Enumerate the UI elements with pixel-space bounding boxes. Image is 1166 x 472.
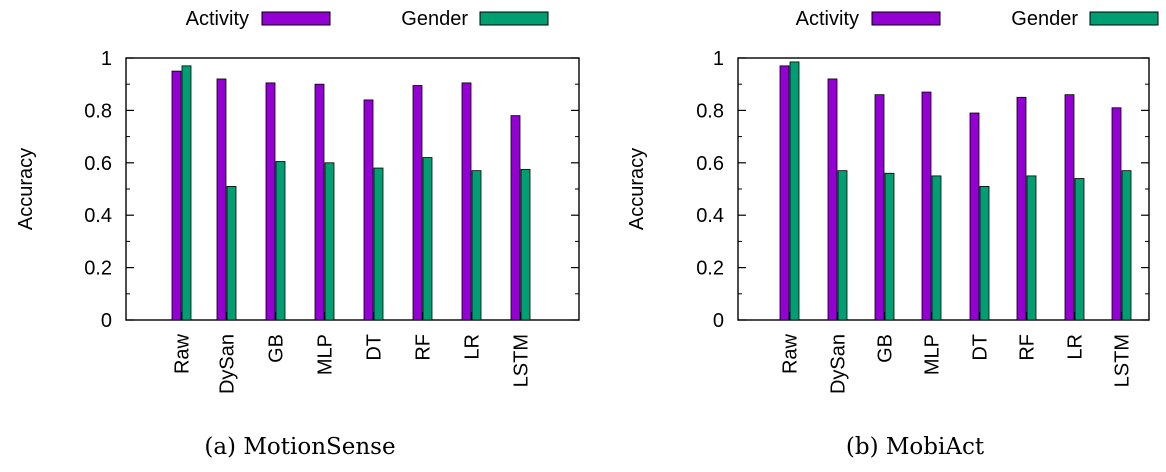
bar-activity-mlp — [314, 83, 325, 321]
bar-gender-raw — [789, 61, 800, 321]
x-category-label: DySan — [828, 334, 850, 394]
legend-swatch-gender — [1089, 11, 1159, 26]
plot-frame — [737, 57, 1150, 321]
y-tick-label: 0 — [101, 310, 112, 332]
legend-label-gender: Gender — [401, 8, 468, 30]
bar-gender-dt — [979, 185, 990, 321]
bar-gender-lr — [471, 170, 482, 321]
bar-gender-dysan — [226, 185, 237, 321]
x-category-label: LR — [1065, 334, 1087, 360]
bar-activity-lstm — [510, 115, 521, 321]
bar-gender-rf — [1026, 175, 1037, 321]
bar-gender-mlp — [931, 175, 942, 321]
bar-gender-gb — [884, 172, 895, 321]
y-tick-label: 0.8 — [696, 100, 724, 122]
bar-activity-raw — [779, 65, 790, 321]
bar-gender-lstm — [520, 168, 531, 321]
y-tick-label: 0.4 — [696, 205, 724, 227]
bar-gender-raw — [181, 65, 192, 321]
legend-swatch-activity — [261, 11, 331, 26]
bar-gender-dysan — [837, 170, 848, 321]
bar-activity-gb — [265, 82, 276, 321]
x-category-label: DT — [364, 334, 386, 361]
y-tick-label: 0.6 — [84, 153, 112, 175]
bar-activity-dysan — [216, 78, 227, 321]
y-tick-label: 0.4 — [84, 205, 112, 227]
bar-gender-mlp — [324, 162, 335, 321]
bar-activity-rf — [1016, 96, 1027, 321]
x-category-label: LSTM — [511, 334, 533, 387]
bar-gender-lr — [1074, 178, 1085, 321]
bar-activity-rf — [412, 85, 423, 321]
bar-activity-mlp — [921, 91, 932, 321]
bar-activity-lr — [1064, 94, 1075, 321]
bar-activity-raw — [171, 70, 182, 321]
x-category-label: Raw — [780, 333, 802, 374]
chart-panel-1: 0 0.2 0.4 0.6 0.8 1 Accuracy Raw DySan GB MLP DT RF L… — [15, 8, 580, 460]
bar-activity-dt — [363, 99, 374, 321]
y-tick-label: 0 — [713, 310, 724, 332]
bar-activity-dysan — [827, 78, 838, 321]
x-category-label: DySan — [217, 334, 239, 394]
x-category-label: MLP — [922, 334, 944, 375]
y-tick-label: 0.8 — [84, 100, 112, 122]
x-category-label: MLP — [315, 334, 337, 375]
x-category-label: RF — [413, 334, 435, 361]
y-tick-label: 0.2 — [84, 258, 112, 280]
x-category-label: Raw — [172, 333, 194, 374]
bar-gender-rf — [422, 157, 433, 321]
legend-swatch-activity — [871, 11, 941, 26]
bar-activity-lstm — [1111, 107, 1122, 321]
x-category-label: LR — [462, 334, 484, 360]
bar-activity-gb — [874, 94, 885, 321]
bar-activity-dt — [969, 112, 980, 321]
x-category-label: LSTM — [1112, 334, 1134, 387]
legend-swatch-gender — [479, 11, 549, 26]
chart-panel-2: 0 0.2 0.4 0.6 0.8 1 Accuracy Raw DySan GB MLP DT RF L… — [626, 8, 1159, 460]
y-tick-label: 1 — [101, 48, 112, 70]
panel-caption: (b) MobiAct — [846, 434, 985, 460]
x-category-label: DT — [970, 334, 992, 361]
y-tick-label: 0.6 — [696, 153, 724, 175]
bar-gender-dt — [373, 167, 384, 321]
y-tick-label: 1 — [713, 48, 724, 70]
x-category-label: GB — [266, 334, 288, 363]
panel-caption: (a) MotionSense — [204, 434, 395, 460]
bar-activity-lr — [461, 82, 472, 321]
y-tick-label: 0.2 — [696, 258, 724, 280]
x-category-label: GB — [875, 334, 897, 363]
bar-gender-gb — [275, 161, 286, 321]
y-axis-title: Accuracy — [626, 148, 648, 230]
legend-label-activity: Activity — [186, 8, 249, 30]
legend-label-gender: Gender — [1011, 8, 1078, 30]
bar-gender-lstm — [1121, 170, 1132, 321]
y-axis-title: Accuracy — [15, 148, 37, 230]
legend-label-activity: Activity — [796, 8, 859, 30]
x-category-label: RF — [1017, 334, 1039, 361]
